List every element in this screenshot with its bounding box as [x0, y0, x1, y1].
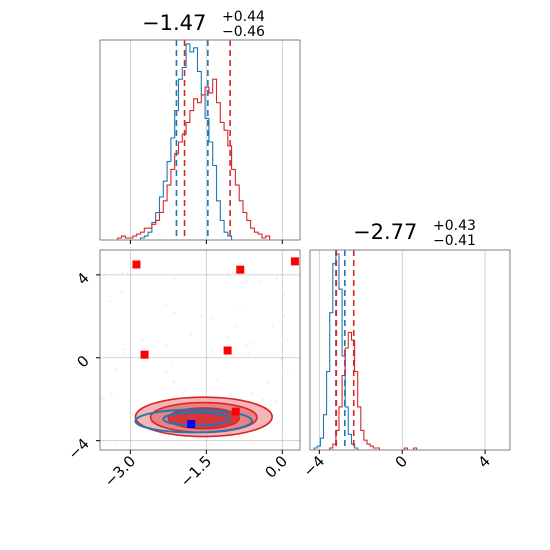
p2-hist-xtick-label-1: 0	[392, 452, 411, 471]
faint-sample-point	[216, 378, 219, 381]
faint-sample-point	[227, 336, 230, 338]
faint-sample-point	[236, 325, 238, 328]
faint-sample-point	[247, 352, 250, 355]
faint-sample-point	[172, 379, 175, 382]
faint-sample-point	[245, 280, 247, 282]
faint-sample-point	[258, 280, 260, 282]
faint-sample-point	[180, 391, 183, 393]
faint-sample-point	[251, 392, 254, 395]
faint-sample-point	[275, 400, 278, 402]
faint-sample-point	[190, 333, 193, 336]
faint-sample-point	[129, 388, 132, 391]
joint-xtick-label-0: −3.0	[101, 452, 139, 490]
red-marker-1	[236, 265, 245, 274]
faint-sample-point	[240, 397, 243, 399]
faint-sample-point	[165, 344, 168, 347]
p1-histogram-series-1	[110, 78, 300, 240]
faint-sample-point	[235, 356, 238, 359]
p2-hist-xtick-label-0: −4	[300, 452, 328, 480]
red-marker-4	[223, 346, 232, 355]
faint-sample-point	[286, 340, 289, 342]
faint-sample-point	[283, 315, 286, 318]
faint-sample-point	[173, 311, 176, 314]
faint-sample-point	[123, 348, 126, 350]
faint-sample-point	[165, 303, 167, 306]
faint-sample-point	[200, 315, 202, 318]
joint-xtick-label-2: 0.0	[262, 452, 292, 482]
faint-sample-point	[109, 300, 112, 303]
p2-hist-frame	[309, 249, 511, 451]
faint-sample-point	[245, 344, 247, 347]
faint-sample-point	[198, 437, 201, 440]
faint-sample-point	[114, 443, 117, 446]
faint-sample-point	[121, 291, 124, 293]
faint-sample-point	[276, 277, 278, 280]
joint-frame	[99, 249, 301, 451]
faint-sample-point	[140, 338, 143, 341]
faint-sample-point	[239, 310, 242, 313]
faint-sample-point	[276, 274, 278, 277]
red-marker-5	[231, 407, 240, 416]
faint-sample-point	[266, 381, 269, 384]
title-p1-median: −1.47	[142, 11, 206, 35]
title-p2-upper: +0.43	[433, 218, 476, 234]
faint-sample-point	[226, 271, 229, 274]
faint-sample-point	[110, 392, 113, 395]
red-marker-3	[140, 350, 149, 359]
p2-hist-xtick-label-2: 4	[474, 452, 493, 471]
faint-sample-point	[212, 317, 215, 319]
faint-sample-point	[121, 272, 123, 275]
blue-contour-1	[162, 411, 231, 427]
title-p1-upper: +0.44	[222, 9, 265, 25]
faint-sample-point	[287, 369, 289, 372]
faint-sample-point	[281, 274, 284, 277]
faint-sample-point	[103, 276, 106, 278]
blue-marker	[187, 420, 196, 429]
faint-sample-point	[165, 370, 168, 373]
faint-sample-point	[250, 342, 252, 345]
joint-ytick-label-0: −4	[64, 435, 92, 463]
title-p2: −2.77 +0.43 −0.41	[353, 218, 476, 249]
title-p1: −1.47 +0.44 −0.46	[142, 9, 265, 40]
axes-joint: −3.0 −1.5 0.0 −4 0 4	[64, 249, 301, 491]
p1-hist-series	[110, 40, 300, 240]
faint-sample-point	[280, 358, 283, 361]
blue-contour-0	[134, 408, 253, 434]
red-marker-2	[290, 257, 299, 266]
faint-sample-point	[122, 352, 125, 355]
red-marker-0	[132, 260, 141, 269]
faint-sample-point	[211, 349, 214, 351]
p1-hist-frame	[99, 39, 301, 241]
p2-histogram-series-1	[311, 331, 510, 450]
title-p2-median: −2.77	[353, 220, 417, 244]
faint-sample-point	[114, 368, 117, 370]
faint-sample-point	[173, 381, 176, 384]
joint-content	[100, 257, 300, 446]
p1-histogram-series-0	[110, 43, 300, 240]
faint-sample-point	[280, 433, 283, 436]
faint-sample-point	[172, 364, 174, 367]
faint-sample-point	[126, 272, 129, 274]
faint-sample-point	[232, 271, 234, 274]
faint-sample-point	[262, 398, 265, 401]
title-p2-lower: −0.41	[433, 233, 476, 249]
faint-sample-point	[101, 397, 103, 400]
axes-p2-hist: −4 0 4	[300, 249, 511, 480]
p2-histogram-series-0	[311, 253, 510, 450]
joint-ytick-label-1: 0	[73, 352, 92, 371]
joint-ytick-label-2: 4	[73, 269, 92, 288]
faint-sample-point	[129, 429, 132, 432]
p2-hist-series	[311, 250, 510, 450]
joint-xtick-label-1: −1.5	[177, 452, 215, 490]
faint-sample-point	[184, 388, 187, 391]
faint-sample-point	[271, 325, 274, 328]
axes-p1-hist	[99, 39, 301, 244]
faint-sample-point	[173, 277, 176, 279]
title-p1-lower: −0.46	[222, 24, 265, 40]
faint-sample-point	[283, 293, 286, 296]
